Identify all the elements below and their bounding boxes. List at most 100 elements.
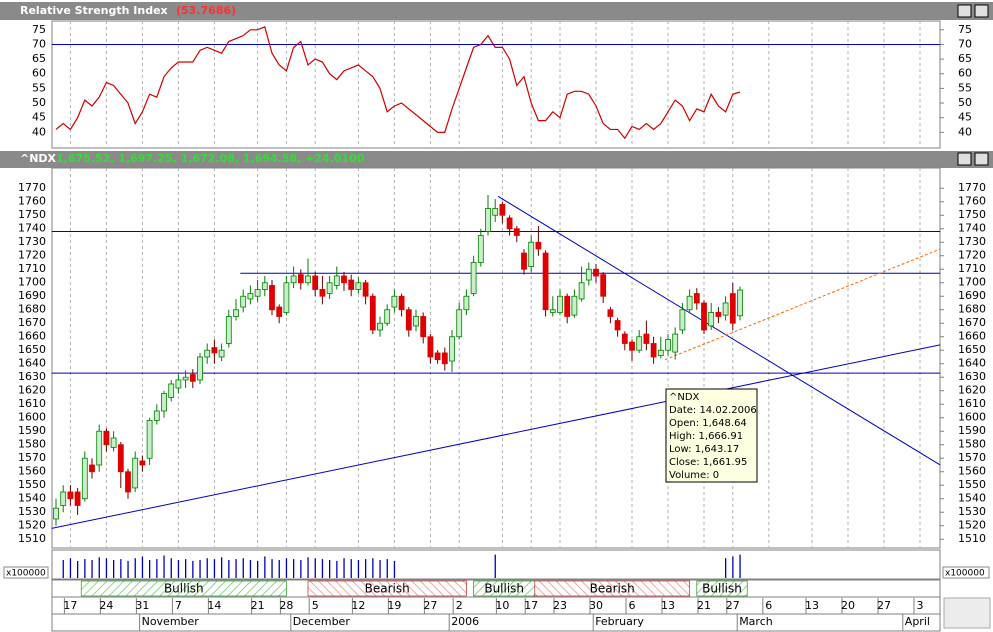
candle-body (67, 491, 74, 500)
candle-body (81, 457, 88, 500)
y-tick-label: 1680 (958, 303, 986, 316)
corner-box (943, 597, 991, 629)
volume-bar (285, 558, 288, 578)
candle-body (715, 312, 722, 317)
x-tick-label: 20 (841, 599, 855, 612)
y-tick-label: 1580 (958, 438, 986, 451)
candle-body (132, 457, 139, 489)
volume-bar (732, 556, 734, 578)
volume-bar (257, 560, 259, 578)
month-label: April (905, 615, 930, 628)
candle-body (218, 349, 225, 358)
volume-bar (336, 560, 338, 578)
y-tick-label: 1690 (18, 289, 46, 302)
y-tick-label: 60 (958, 67, 972, 80)
y-tick-label: 1680 (18, 303, 46, 316)
month-label: December (293, 615, 351, 628)
candle-body (571, 295, 578, 316)
candle-body (103, 430, 110, 446)
maximize-button[interactable] (957, 152, 972, 166)
x-tick-label: 2 (456, 599, 463, 612)
y-tick-label: 1530 (18, 505, 46, 518)
signal-label: Bullish (702, 582, 742, 596)
y-tick-label: 55 (958, 81, 972, 94)
rsi-title: Relative Strength Index (20, 4, 168, 17)
volume-bar (192, 560, 194, 578)
candle-body (146, 420, 153, 459)
maximize-button[interactable] (957, 4, 972, 18)
volume-bar (307, 557, 309, 578)
y-tick-label: 1750 (18, 208, 46, 221)
candle-body (384, 309, 391, 324)
volume-bar (77, 560, 79, 578)
y-tick-label: 70 (958, 37, 972, 50)
candle-body (535, 241, 542, 250)
y-tick-label: 1560 (958, 465, 986, 478)
candle-body (110, 437, 117, 448)
candle-body (657, 349, 664, 357)
x-tick-label: 30 (589, 599, 603, 612)
candle-body (693, 293, 700, 304)
y-tick-label: 1690 (958, 289, 986, 302)
tooltip-line: Close: 1,661.95 (669, 457, 747, 468)
tooltip-line: Low: 1,643.17 (669, 444, 739, 455)
volume-bar (206, 558, 208, 578)
y-tick-label: 75 (32, 23, 46, 36)
candle-body (665, 339, 671, 351)
volume-bar (91, 560, 93, 578)
x-tick-label: 17 (63, 599, 77, 612)
candle-body (283, 282, 290, 313)
volume-bar (343, 558, 345, 578)
candle-body (305, 275, 311, 284)
candle-body (204, 349, 211, 358)
candle-body (189, 374, 196, 382)
candle-body (686, 295, 693, 311)
trend-line (51, 344, 941, 529)
window-buttons (957, 4, 989, 166)
y-tick-label: 1540 (18, 492, 46, 505)
candle-body (434, 352, 441, 361)
volume-unit: x100000 (6, 569, 46, 579)
candle-body (737, 289, 743, 317)
x-tick-label: 10 (495, 599, 509, 612)
candle-body (499, 204, 506, 216)
y-tick-label: 1740 (18, 222, 46, 235)
y-tick-label: 40 (32, 125, 46, 138)
candle-body (456, 309, 463, 338)
y-tick-label: 1630 (18, 370, 46, 383)
candle-body (60, 491, 67, 506)
y-tick-label: 1510 (958, 532, 986, 545)
candle-body (125, 471, 131, 493)
close-button[interactable] (974, 4, 989, 18)
candle-body (650, 343, 657, 358)
y-tick-label: 1510 (18, 532, 46, 545)
month-label: November (142, 615, 200, 628)
y-tick-label: 1730 (958, 235, 986, 248)
y-tick-label: 1760 (18, 195, 46, 208)
close-button[interactable] (974, 152, 989, 166)
candle-body (405, 309, 412, 331)
y-tick-label: 1700 (958, 276, 986, 289)
volume-bar (249, 560, 252, 578)
candle-body (377, 322, 383, 331)
x-tick-label: 17 (524, 599, 538, 612)
candle-body (333, 275, 340, 286)
y-tick-label: 1740 (958, 222, 986, 235)
volume-bar (62, 560, 64, 578)
candle-body (607, 309, 614, 317)
y-tick-label: 1730 (18, 235, 46, 248)
tooltip-line: High: 1,666.91 (669, 431, 743, 442)
volume-bar (235, 559, 237, 578)
volume-bar (228, 560, 230, 578)
volume-bar (177, 560, 180, 578)
candle-body (362, 282, 369, 297)
candle-body (708, 312, 715, 327)
y-tick-label: 45 (32, 111, 46, 124)
volume-bar (278, 560, 280, 578)
y-tick-label: 1560 (18, 465, 46, 478)
y-tick-label: 1520 (18, 519, 46, 532)
volume-bar (213, 559, 216, 578)
candle-body (269, 285, 275, 311)
y-tick-label: 40 (958, 125, 972, 138)
candle-body (89, 464, 95, 473)
